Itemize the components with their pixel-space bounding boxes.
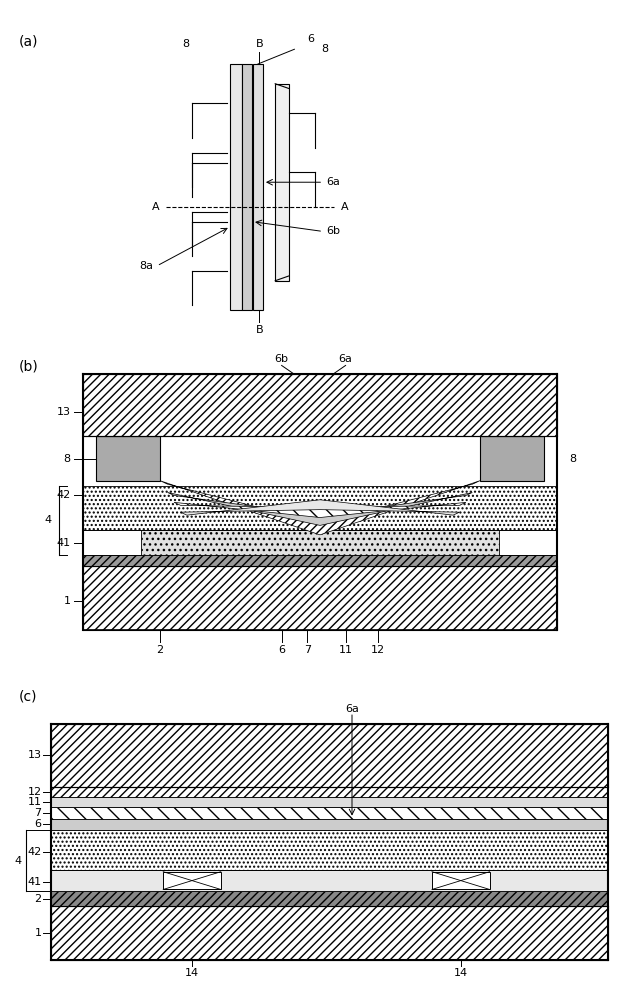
Text: 6b: 6b bbox=[326, 227, 340, 236]
Text: 14: 14 bbox=[185, 968, 199, 978]
Bar bbox=[83, 486, 557, 530]
Text: 8: 8 bbox=[63, 453, 70, 464]
Text: 8a: 8a bbox=[140, 261, 154, 271]
Text: 8: 8 bbox=[570, 453, 577, 464]
Bar bbox=[242, 64, 252, 310]
Bar bbox=[51, 906, 608, 960]
Text: 14: 14 bbox=[454, 968, 468, 978]
Text: 1: 1 bbox=[63, 596, 70, 606]
Bar bbox=[96, 436, 160, 481]
Polygon shape bbox=[180, 499, 460, 515]
Bar bbox=[83, 555, 557, 566]
Polygon shape bbox=[168, 492, 472, 525]
Text: A: A bbox=[152, 202, 160, 212]
Text: 12: 12 bbox=[371, 645, 385, 655]
Text: A: A bbox=[340, 202, 348, 212]
Bar bbox=[51, 870, 608, 891]
Text: B: B bbox=[255, 39, 263, 49]
Text: 11: 11 bbox=[28, 797, 42, 807]
Bar bbox=[51, 724, 608, 787]
Bar bbox=[51, 807, 608, 819]
Text: 6: 6 bbox=[278, 645, 285, 655]
Bar bbox=[275, 84, 289, 281]
Bar bbox=[51, 891, 608, 906]
Bar bbox=[163, 872, 221, 889]
Bar bbox=[83, 374, 557, 436]
Bar bbox=[253, 64, 263, 310]
Bar bbox=[83, 566, 557, 630]
Bar bbox=[51, 797, 608, 807]
Bar bbox=[51, 787, 608, 797]
Polygon shape bbox=[160, 481, 480, 535]
Bar bbox=[432, 872, 490, 889]
Text: 41: 41 bbox=[28, 877, 42, 886]
Text: 13: 13 bbox=[56, 407, 70, 417]
Text: 6: 6 bbox=[307, 34, 314, 44]
Text: 13: 13 bbox=[28, 751, 42, 760]
Text: 2: 2 bbox=[35, 894, 42, 904]
Text: B: B bbox=[255, 325, 263, 335]
Bar bbox=[141, 530, 499, 555]
Text: 8: 8 bbox=[182, 39, 189, 49]
Bar bbox=[480, 436, 544, 481]
Bar bbox=[51, 830, 608, 870]
Text: 8: 8 bbox=[321, 44, 328, 54]
Text: (a): (a) bbox=[19, 34, 38, 48]
Text: 7: 7 bbox=[303, 645, 311, 655]
Text: 6b: 6b bbox=[275, 355, 289, 364]
Text: 42: 42 bbox=[28, 847, 42, 857]
Text: 42: 42 bbox=[56, 491, 70, 500]
Text: 7: 7 bbox=[35, 808, 42, 818]
Text: (c): (c) bbox=[19, 690, 38, 703]
Text: 11: 11 bbox=[339, 645, 353, 655]
Text: 2: 2 bbox=[156, 645, 164, 655]
Bar bbox=[51, 819, 608, 830]
Text: 1: 1 bbox=[35, 928, 42, 939]
Text: 4: 4 bbox=[14, 856, 22, 866]
Text: 41: 41 bbox=[56, 538, 70, 548]
Text: 12: 12 bbox=[28, 787, 42, 797]
Bar bbox=[230, 64, 242, 310]
Text: 6a: 6a bbox=[326, 177, 340, 187]
Text: (b): (b) bbox=[19, 360, 39, 373]
Text: 6a: 6a bbox=[345, 704, 359, 714]
Text: 6: 6 bbox=[35, 820, 42, 829]
Polygon shape bbox=[174, 502, 466, 517]
Text: 6a: 6a bbox=[339, 355, 353, 364]
Text: 4: 4 bbox=[44, 515, 52, 525]
